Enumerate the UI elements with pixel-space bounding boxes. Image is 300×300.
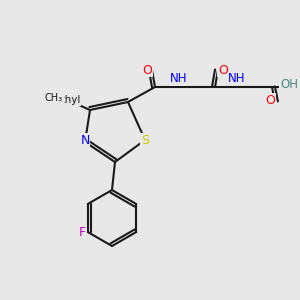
Text: F: F — [79, 226, 86, 238]
Text: NH: NH — [170, 73, 188, 85]
Text: O: O — [265, 94, 275, 106]
Text: N: N — [80, 134, 90, 146]
Text: NH: NH — [228, 71, 246, 85]
Text: methyl: methyl — [44, 95, 80, 105]
Text: CH₃: CH₃ — [45, 93, 63, 103]
Text: O: O — [142, 64, 152, 76]
Text: O: O — [218, 64, 228, 76]
Text: OH: OH — [280, 79, 298, 92]
Text: S: S — [141, 134, 149, 146]
